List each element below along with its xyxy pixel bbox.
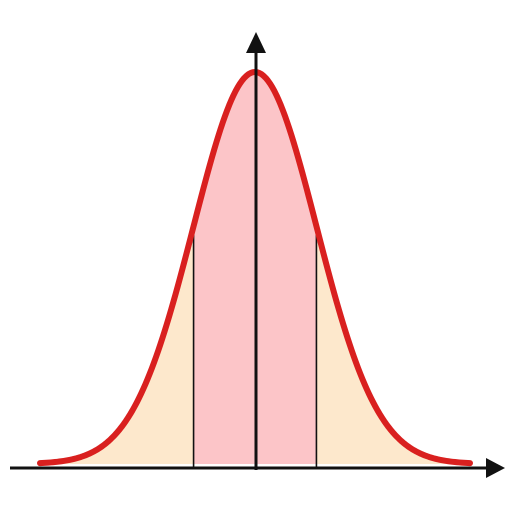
region-2 [316, 226, 470, 464]
y-axis-arrow-icon [246, 32, 266, 53]
marker-lines [192, 226, 318, 468]
region-0 [40, 226, 194, 464]
x-axis-arrow-icon [486, 458, 505, 478]
axes [10, 32, 505, 478]
